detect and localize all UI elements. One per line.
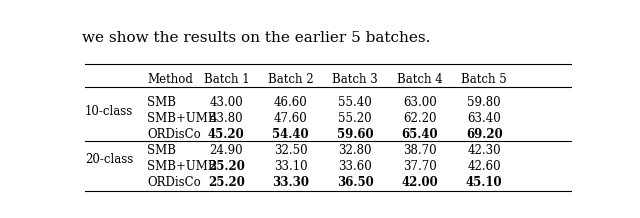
- Text: 54.40: 54.40: [273, 128, 309, 141]
- Text: we show the results on the earlier 5 batches.: we show the results on the earlier 5 bat…: [83, 31, 431, 45]
- Text: Batch 5: Batch 5: [461, 73, 507, 86]
- Text: 32.50: 32.50: [274, 144, 308, 157]
- Text: 43.00: 43.00: [209, 96, 243, 109]
- Text: 33.10: 33.10: [274, 160, 308, 173]
- Text: ORDisCo: ORDisCo: [147, 175, 201, 189]
- Text: 33.30: 33.30: [272, 175, 309, 189]
- Text: 55.40: 55.40: [339, 96, 372, 109]
- Text: Batch 1: Batch 1: [204, 73, 249, 86]
- Text: 42.30: 42.30: [467, 144, 501, 157]
- Text: 45.10: 45.10: [466, 175, 502, 189]
- Text: 63.00: 63.00: [403, 96, 436, 109]
- Text: 25.20: 25.20: [208, 175, 244, 189]
- Text: 43.80: 43.80: [209, 112, 243, 125]
- Text: 46.60: 46.60: [274, 96, 308, 109]
- Text: SMB: SMB: [147, 144, 176, 157]
- Text: 59.80: 59.80: [467, 96, 501, 109]
- Text: 24.90: 24.90: [209, 144, 243, 157]
- Text: 10-class: 10-class: [85, 105, 133, 118]
- Text: 38.70: 38.70: [403, 144, 436, 157]
- Text: 42.00: 42.00: [401, 175, 438, 189]
- Text: SMB: SMB: [147, 96, 176, 109]
- Text: 62.20: 62.20: [403, 112, 436, 125]
- Text: 25.20: 25.20: [208, 160, 244, 173]
- Text: SMB+UMB: SMB+UMB: [147, 112, 216, 125]
- Text: 55.20: 55.20: [339, 112, 372, 125]
- Text: SMB+UMB: SMB+UMB: [147, 160, 216, 173]
- Text: Batch 2: Batch 2: [268, 73, 314, 86]
- Text: 59.60: 59.60: [337, 128, 374, 141]
- Text: 33.60: 33.60: [339, 160, 372, 173]
- Text: Batch 3: Batch 3: [332, 73, 378, 86]
- Text: 65.40: 65.40: [401, 128, 438, 141]
- Text: ORDisCo: ORDisCo: [147, 128, 201, 141]
- Text: 32.80: 32.80: [339, 144, 372, 157]
- Text: 47.60: 47.60: [274, 112, 308, 125]
- Text: 63.40: 63.40: [467, 112, 501, 125]
- Text: 20-class: 20-class: [85, 153, 133, 166]
- Text: 42.60: 42.60: [467, 160, 501, 173]
- Text: 37.70: 37.70: [403, 160, 436, 173]
- Text: 36.50: 36.50: [337, 175, 374, 189]
- Text: 69.20: 69.20: [466, 128, 502, 141]
- Text: Method: Method: [147, 73, 193, 86]
- Text: 45.20: 45.20: [208, 128, 244, 141]
- Text: Batch 4: Batch 4: [397, 73, 443, 86]
